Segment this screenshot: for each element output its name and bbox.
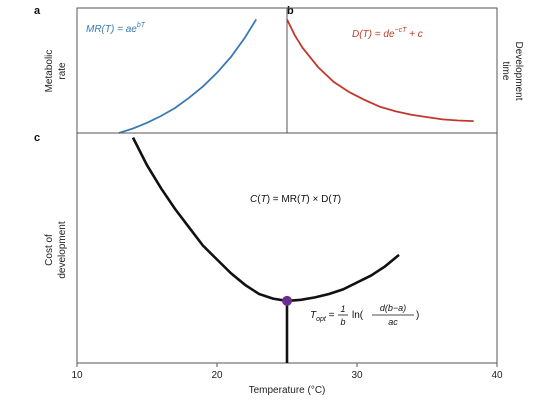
optimum-formula-sub: opt <box>316 316 327 323</box>
panel-a: Metabolic rate MR(T) = aebT <box>44 7 288 134</box>
panel-b: Development time D(T) = de−cT + c <box>286 7 524 134</box>
panel-c-ylabel-line1: Cost of <box>44 234 55 266</box>
panel-a-ylabel-line2: rate <box>57 62 68 80</box>
cost-formula-var1: T <box>261 194 268 205</box>
optimum-formula-frac2-den: ac <box>388 317 398 327</box>
optimum-formula-frac2-num: d(b−a) <box>380 303 406 313</box>
panel-b-series-line <box>286 19 474 122</box>
panel-c-ylabel-line2: development <box>57 221 68 278</box>
panel-c-x-tick-label: 30 <box>351 370 363 381</box>
panel-c-optimum-formula: Topt = 1 b ln( d(b−a) ac ) <box>310 303 419 327</box>
optimum-formula-close: ) <box>416 310 419 321</box>
panel-b-frame <box>286 7 498 134</box>
panel-c-optimum-point <box>282 295 292 306</box>
panel-letter-c: c <box>34 132 40 144</box>
panel-a-series-line <box>118 18 257 134</box>
panel-b-ylabel-line2: time <box>500 62 511 81</box>
panel-c-x-tick-label: 20 <box>211 370 223 381</box>
panel-b-formula-tail: + c <box>406 29 422 40</box>
optimum-formula-lhs: Topt = <box>310 310 335 323</box>
panel-letter-b: b <box>287 5 294 17</box>
panel-c-x-ticks: 10 20 30 40 <box>71 363 503 381</box>
optimum-formula-ln: ln( <box>352 310 364 321</box>
panel-c-series-line <box>131 137 400 303</box>
panel-c-x-tick-label: 10 <box>71 370 83 381</box>
cost-formula-lhs: C <box>250 194 258 205</box>
panel-c: Cost of development 10 20 30 40 Temperature… <box>44 132 503 396</box>
panel-a-formula: MR(T) = aebT <box>86 22 146 35</box>
panel-b-ylabel-line1: Development <box>513 42 524 101</box>
cost-formula-var2: T <box>300 194 307 205</box>
panel-b-formula-exponent: −cT <box>395 27 408 34</box>
panel-b-formula: D(T) = de−cT + c <box>352 27 423 40</box>
optimum-formula-frac1-den: b <box>340 317 345 327</box>
cost-formula-var3: T <box>332 194 339 205</box>
panel-c-cost-formula: C(T) = MR(T) × D(T) <box>250 194 341 205</box>
panel-c-xlabel: Temperature (°C) <box>249 385 326 396</box>
optimum-formula-frac1-num: 1 <box>340 304 345 314</box>
panel-letter-a: a <box>34 5 41 17</box>
optimum-formula-eq: = <box>326 310 335 321</box>
panel-a-ylabel-line1: Metabolic <box>44 50 55 93</box>
panel-a-formula-exponent: bT <box>137 22 146 29</box>
panel-c-x-tick-label: 40 <box>491 370 503 381</box>
